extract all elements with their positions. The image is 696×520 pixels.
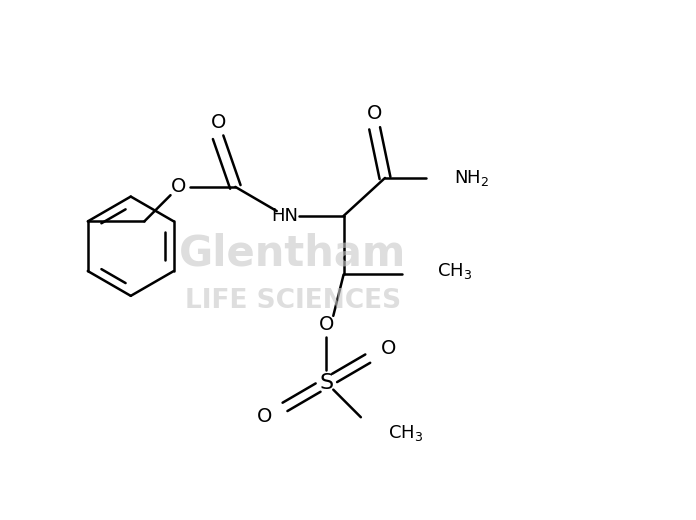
- Text: O: O: [210, 112, 226, 132]
- Text: CH$_3$: CH$_3$: [388, 423, 424, 443]
- Text: NH$_2$: NH$_2$: [454, 168, 489, 188]
- Text: CH$_3$: CH$_3$: [436, 261, 472, 281]
- Text: S: S: [319, 373, 333, 393]
- Text: O: O: [171, 177, 187, 197]
- Text: O: O: [319, 315, 334, 334]
- Text: HN: HN: [271, 207, 299, 225]
- Text: O: O: [257, 407, 272, 426]
- Text: O: O: [367, 103, 382, 123]
- Text: O: O: [381, 340, 396, 358]
- Text: Glentham: Glentham: [179, 232, 406, 274]
- Text: LIFE SCIENCES: LIFE SCIENCES: [184, 289, 401, 315]
